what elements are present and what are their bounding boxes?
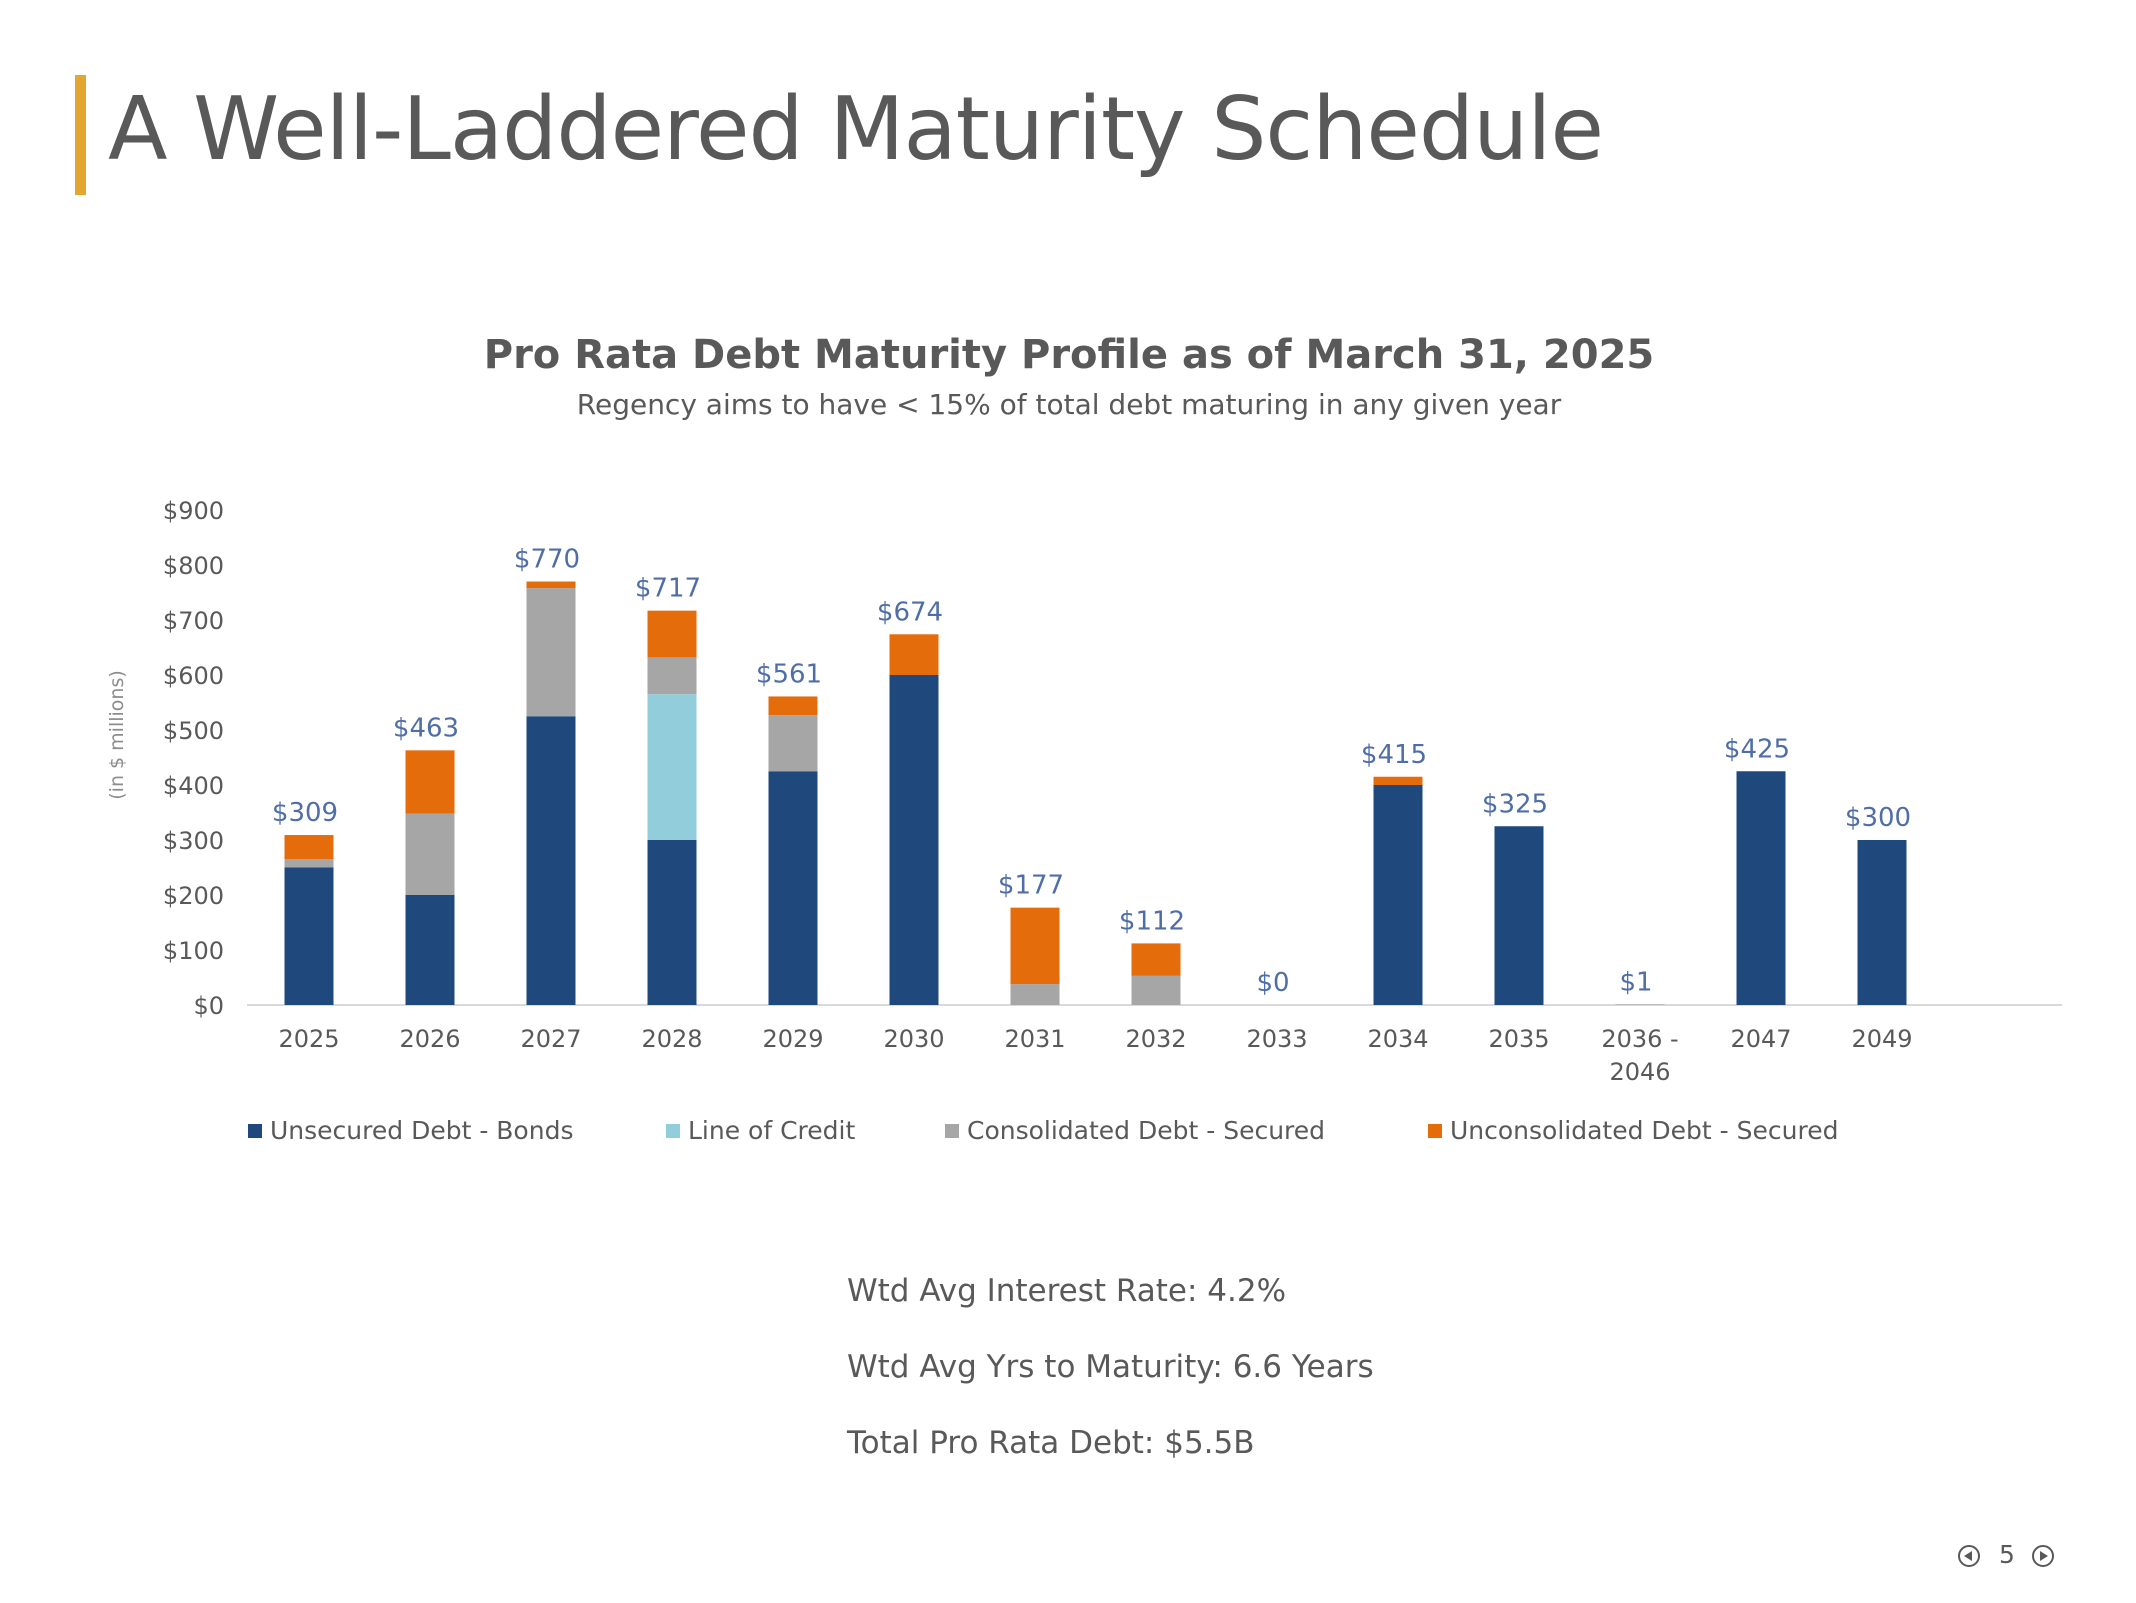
y-tick-label: $700 xyxy=(163,607,224,635)
bar-segment xyxy=(405,813,455,895)
total-label: $561 xyxy=(756,659,822,689)
bar-segment xyxy=(526,716,576,1005)
y-tick-label: $300 xyxy=(163,827,224,855)
previous-page-icon[interactable] xyxy=(1958,1545,1980,1567)
legend-swatch xyxy=(666,1124,680,1138)
bar-segment xyxy=(405,895,455,1005)
legend-swatch xyxy=(1428,1124,1442,1138)
total-label: $177 xyxy=(998,871,1064,901)
bar-segment xyxy=(768,696,818,716)
y-tick-label: $100 xyxy=(163,937,224,965)
x-tick-label: 2035 xyxy=(1488,1025,1549,1053)
x-tick-label: 2031 xyxy=(1004,1025,1065,1053)
total-label: $309 xyxy=(272,798,338,828)
bar-segment xyxy=(1615,1004,1665,1005)
total-label: $1 xyxy=(1619,967,1652,997)
y-axis-title: (in $ millions) xyxy=(106,670,128,800)
total-label: $0 xyxy=(1256,968,1289,998)
next-page-icon[interactable] xyxy=(2032,1545,2054,1567)
x-tick-label: 2046 xyxy=(1609,1058,1670,1086)
bar-segment xyxy=(768,715,818,772)
chart-title: Pro Rata Debt Maturity Profile as of Mar… xyxy=(483,332,1655,378)
x-tick-label: 2032 xyxy=(1125,1025,1186,1053)
bar-segment xyxy=(647,840,697,1005)
page-title: A Well-Laddered Maturity Schedule xyxy=(108,78,1604,180)
bar-segment xyxy=(1736,771,1786,1005)
total-label: $325 xyxy=(1482,789,1548,819)
total-label: $674 xyxy=(877,597,943,627)
page-number: 5 xyxy=(1999,1540,2015,1569)
x-tick-label: 2036 - xyxy=(1601,1025,1678,1053)
legend-label: Unsecured Debt - Bonds xyxy=(270,1116,573,1145)
bar-segment xyxy=(405,750,455,814)
total-label: $770 xyxy=(514,545,580,575)
bar-segment xyxy=(1131,975,1181,1005)
stat-years-to-maturity: Wtd Avg Yrs to Maturity: 6.6 Years xyxy=(847,1349,1374,1385)
stat-total-debt: Total Pro Rata Debt: $5.5B xyxy=(847,1425,1255,1461)
bar-segment xyxy=(526,588,576,717)
y-tick-label: $0 xyxy=(193,992,224,1020)
legend-label: Line of Credit xyxy=(688,1116,855,1145)
bar-segment xyxy=(768,771,818,1005)
y-tick-label: $200 xyxy=(163,882,224,910)
bar-segment xyxy=(889,675,939,1005)
total-label: $463 xyxy=(393,713,459,743)
legend-label: Unconsolidated Debt - Secured xyxy=(1450,1116,1838,1145)
bar-segment xyxy=(284,867,334,1005)
x-tick-label: 2025 xyxy=(278,1025,339,1053)
bar-segment xyxy=(284,835,334,860)
y-tick-label: $900 xyxy=(163,497,224,525)
bar-segment xyxy=(647,694,697,840)
x-tick-label: 2030 xyxy=(883,1025,944,1053)
x-tick-label: 2026 xyxy=(399,1025,460,1053)
x-tick-label: 2027 xyxy=(520,1025,581,1053)
bar-segment xyxy=(647,610,697,658)
x-tick-label: 2033 xyxy=(1246,1025,1307,1053)
legend-swatch xyxy=(945,1124,959,1138)
total-label: $415 xyxy=(1361,740,1427,770)
bar-segment xyxy=(1494,826,1544,1005)
bar-segment xyxy=(1010,984,1060,1005)
y-tick-label: $500 xyxy=(163,717,224,745)
stat-interest-rate: Wtd Avg Interest Rate: 4.2% xyxy=(847,1273,1287,1309)
total-label: $300 xyxy=(1845,803,1911,833)
y-tick-label: $800 xyxy=(163,552,224,580)
bar-segment xyxy=(647,657,697,695)
total-label: $112 xyxy=(1119,906,1185,936)
y-tick-label: $600 xyxy=(163,662,224,690)
x-tick-label: 2028 xyxy=(641,1025,702,1053)
bar-segment xyxy=(526,581,576,589)
chart-subtitle: Regency aims to have < 15% of total debt… xyxy=(576,388,1562,421)
bar-segment xyxy=(889,634,939,675)
x-tick-label: 2049 xyxy=(1851,1025,1912,1053)
bar-segment xyxy=(1131,943,1181,976)
y-tick-label: $400 xyxy=(163,772,224,800)
x-tick-label: 2034 xyxy=(1367,1025,1428,1053)
legend-label: Consolidated Debt - Secured xyxy=(967,1116,1325,1145)
legend-swatch xyxy=(248,1124,262,1138)
title-accent-bar xyxy=(75,75,86,195)
bar-segment xyxy=(1857,840,1907,1005)
total-label: $425 xyxy=(1724,734,1790,764)
total-label: $717 xyxy=(635,574,701,604)
x-tick-label: 2029 xyxy=(762,1025,823,1053)
x-tick-label: 2047 xyxy=(1730,1025,1791,1053)
bar-segment xyxy=(1373,785,1423,1005)
bar-segment xyxy=(1373,776,1423,785)
bar-segment xyxy=(284,859,334,868)
bar-segment xyxy=(1010,907,1060,985)
